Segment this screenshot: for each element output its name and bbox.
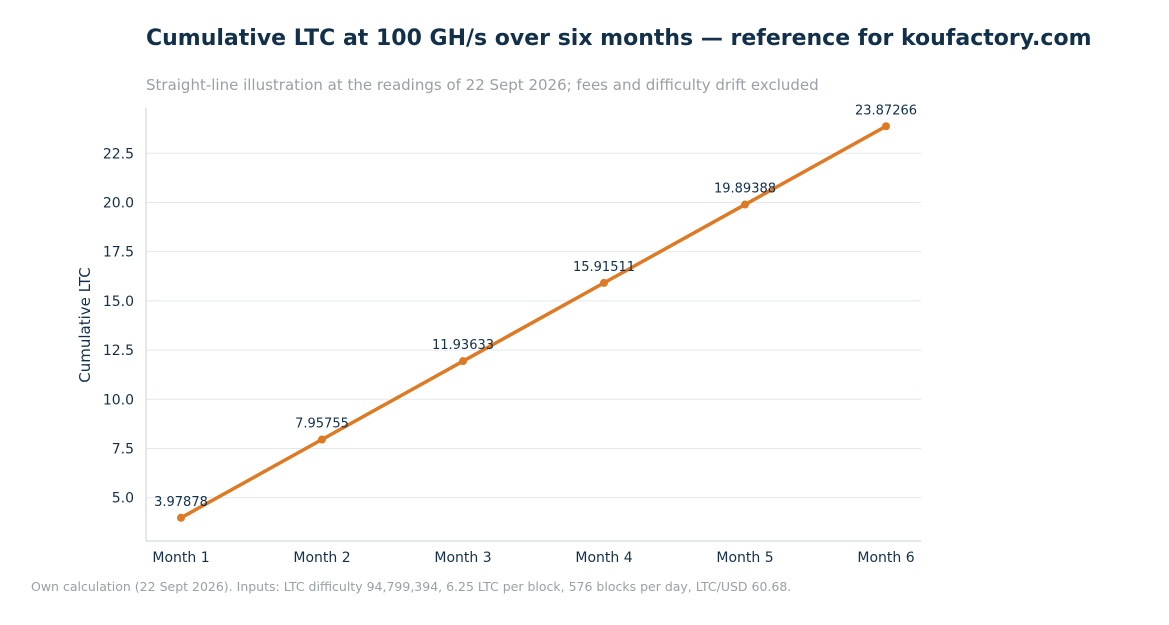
- y-tick-label: 20.0: [103, 195, 134, 211]
- x-tick-label: Month 1: [152, 550, 209, 566]
- source-footnote: Own calculation (22 Sept 2026). Inputs: …: [31, 579, 792, 594]
- grid-lines: [146, 152, 921, 499]
- y-tick-label: 22.5: [103, 146, 134, 162]
- data-point: [882, 122, 890, 131]
- y-tick-labels: 5.0 7.5 10.0 12.5 15.0 17.5 20.0 22.5: [103, 146, 134, 506]
- data-label: 3.97878: [154, 495, 208, 510]
- y-tick-label: 15.0: [103, 294, 134, 310]
- y-tick-label: 5.0: [112, 491, 134, 507]
- y-tick-label: 12.5: [103, 343, 134, 359]
- series: 3.97878 7.95755 11.93633 15.91511 19.89388 23…: [154, 103, 917, 522]
- y-tick-label: 17.5: [103, 245, 134, 261]
- data-label: 11.93633: [432, 338, 494, 353]
- data-point: [318, 435, 326, 444]
- x-tick-label: Month 6: [857, 550, 914, 566]
- x-tick-label: Month 3: [434, 550, 491, 566]
- chart-subtitle: Straight-line illustration at the readin…: [146, 76, 819, 94]
- data-point: [741, 200, 749, 209]
- series-line: [179, 124, 888, 520]
- x-tick-label: Month 2: [293, 550, 350, 566]
- x-tick-labels: Month 1 Month 2 Month 3 Month 4 Month 5 Month…: [152, 550, 914, 566]
- chart-title: Cumulative LTC at 100 GH/s over six mont…: [146, 26, 1092, 51]
- data-label: 15.91511: [573, 260, 635, 275]
- data-point: [600, 278, 608, 287]
- data-point: [177, 513, 185, 522]
- data-label: 19.89388: [714, 182, 776, 197]
- y-axis-label: Cumulative LTC: [76, 267, 94, 382]
- y-tick-label: 10.0: [103, 392, 134, 408]
- y-tick-label: 7.5: [112, 441, 134, 457]
- data-label: 23.87266: [855, 103, 917, 118]
- data-label: 7.95755: [295, 416, 349, 431]
- x-tick-label: Month 4: [575, 550, 632, 566]
- data-point: [459, 357, 467, 366]
- x-tick-label: Month 5: [716, 550, 773, 566]
- axes: [145, 108, 921, 542]
